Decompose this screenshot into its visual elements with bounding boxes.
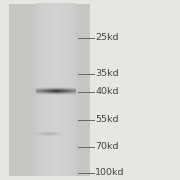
Text: 70kd: 70kd [95, 142, 119, 151]
Text: 35kd: 35kd [95, 69, 119, 78]
Text: 25kd: 25kd [95, 33, 119, 42]
Text: 100kd: 100kd [95, 168, 125, 177]
Text: 40kd: 40kd [95, 87, 119, 96]
Text: 55kd: 55kd [95, 115, 119, 124]
Bar [36, 4, 76, 176]
Bar [9, 4, 90, 176]
